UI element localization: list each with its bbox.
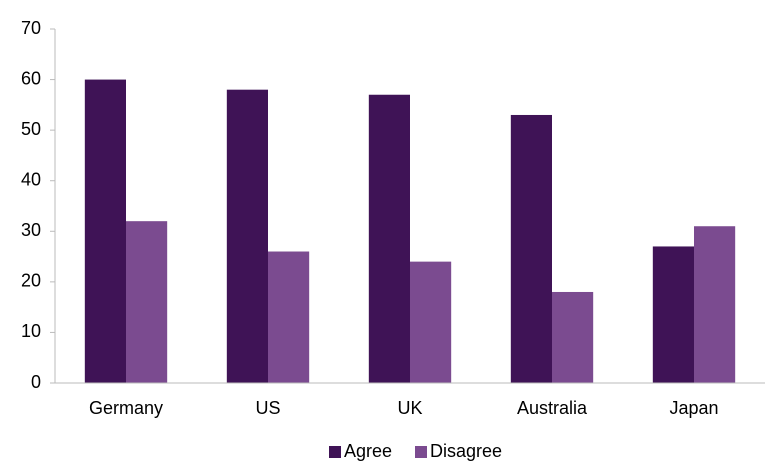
x-tick-label: Germany bbox=[89, 398, 163, 418]
x-tick-label: Australia bbox=[517, 398, 588, 418]
legend-swatch bbox=[415, 446, 427, 458]
bar bbox=[410, 261, 452, 383]
legend-label: Disagree bbox=[430, 441, 502, 461]
y-tick-label: 60 bbox=[21, 68, 41, 88]
y-tick-label: 10 bbox=[21, 321, 41, 341]
bar bbox=[694, 226, 736, 383]
bar bbox=[126, 221, 168, 383]
bar bbox=[652, 246, 694, 383]
bar bbox=[510, 114, 552, 383]
bar bbox=[368, 94, 410, 383]
x-tick-label: UK bbox=[397, 398, 422, 418]
y-tick-label: 70 bbox=[21, 18, 41, 38]
y-tick-label: 0 bbox=[31, 372, 41, 392]
x-tick-label: US bbox=[255, 398, 280, 418]
legend-label: Agree bbox=[344, 441, 392, 461]
bar bbox=[268, 251, 310, 383]
y-tick-label: 20 bbox=[21, 271, 41, 291]
legend-swatch bbox=[329, 446, 341, 458]
y-tick-label: 40 bbox=[21, 169, 41, 189]
bar bbox=[226, 89, 268, 383]
y-tick-label: 30 bbox=[21, 220, 41, 240]
x-tick-label: Japan bbox=[669, 398, 718, 418]
y-tick-label: 50 bbox=[21, 119, 41, 139]
bar bbox=[84, 79, 126, 384]
bar bbox=[552, 291, 594, 383]
